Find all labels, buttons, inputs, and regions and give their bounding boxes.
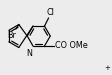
Text: +: + (103, 65, 109, 71)
Text: Br: Br (7, 31, 16, 40)
Text: Cl: Cl (46, 8, 54, 17)
Text: N: N (26, 49, 32, 58)
Text: CO OMe: CO OMe (55, 41, 87, 50)
